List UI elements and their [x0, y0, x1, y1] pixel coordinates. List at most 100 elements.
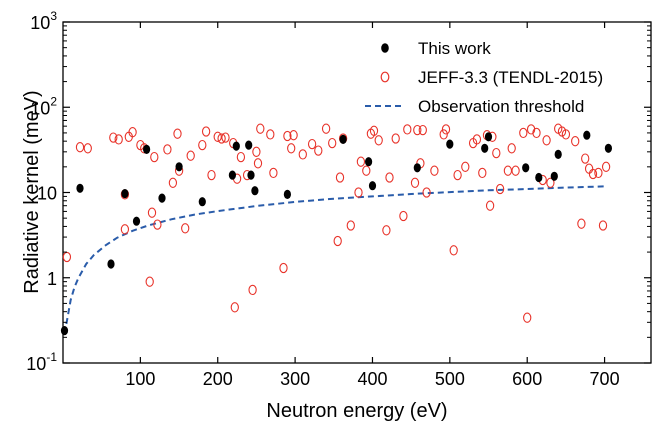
- y-tick-label-4: 103: [30, 9, 57, 33]
- y-tick-label-3: 102: [30, 94, 57, 118]
- jeff-point-37: [269, 167, 278, 179]
- jeff-point-75: [478, 167, 487, 179]
- jeff-point-34: [253, 158, 263, 169]
- jeff-point-14: [153, 219, 162, 230]
- jeff-point-65: [418, 124, 427, 136]
- jeff-point-70: [449, 245, 458, 256]
- jeff-point-87: [532, 127, 541, 139]
- jeff-point-33: [252, 146, 261, 157]
- jeff-point-2: [83, 143, 92, 154]
- jeff-point-43: [307, 138, 317, 150]
- jeff-point-38: [279, 262, 288, 274]
- jeff-point-97: [584, 163, 594, 174]
- jeff-point-100: [598, 220, 608, 231]
- jeff-point-40: [287, 143, 296, 154]
- this-work-point-8: [198, 197, 206, 207]
- jeff-point-81: [503, 165, 513, 176]
- jeff-point-86: [526, 124, 536, 135]
- jeff-point-61: [403, 124, 412, 135]
- jeff-point-52: [356, 156, 366, 167]
- jeff-point-95: [577, 218, 586, 229]
- jeff-point-41: [289, 130, 298, 141]
- this-work-point-13: [251, 186, 259, 196]
- jeff-point-71: [453, 169, 462, 181]
- jeff-point-42: [298, 149, 307, 160]
- jeff-point-98: [588, 168, 598, 180]
- jeff-point-80: [495, 183, 505, 195]
- jeff-point-51: [354, 187, 363, 198]
- jeff-point-99: [594, 167, 603, 179]
- jeff-point-90: [546, 177, 555, 188]
- this-work-point-10: [232, 141, 240, 151]
- this-work-point-17: [368, 181, 377, 191]
- jeff-point-0: [62, 251, 72, 263]
- this-work-point-6: [158, 193, 166, 203]
- threshold-line: [63, 185, 605, 334]
- legend-this-work-label: This work: [418, 39, 491, 58]
- jeff-point-25: [217, 133, 226, 144]
- jeff-point-26: [221, 132, 230, 143]
- jeff-point-6: [120, 224, 130, 235]
- x-tick-label-200: 200: [203, 369, 233, 389]
- jeff-point-1: [75, 142, 85, 153]
- legend-threshold-label: Observation threshold: [418, 97, 584, 116]
- jeff-point-36: [266, 129, 275, 140]
- jeff-point-66: [422, 187, 431, 198]
- this-work-point-0: [60, 326, 69, 336]
- jeff-point-94: [571, 136, 580, 147]
- jeff-point-48: [335, 172, 345, 183]
- jeff-point-44: [314, 145, 323, 156]
- this-work-point-26: [583, 130, 591, 140]
- jeff-point-20: [186, 150, 195, 161]
- jeff-point-39: [283, 130, 292, 142]
- x-tick-label-100: 100: [125, 369, 155, 389]
- jeff-point-68: [439, 129, 448, 140]
- jeff-point-47: [333, 235, 342, 247]
- jeff-point-3: [109, 132, 118, 143]
- this-work-point-3: [121, 189, 129, 199]
- jeff-point-21: [198, 139, 207, 151]
- this-work-point-24: [550, 171, 558, 181]
- y-axis-title: Radiative kernel (meV): [21, 90, 43, 293]
- x-tick-label-700: 700: [590, 369, 620, 389]
- jeff-point-84: [519, 127, 528, 139]
- jeff-point-8: [128, 127, 137, 138]
- jeff-point-58: [385, 172, 394, 183]
- this-work-point-16: [365, 157, 373, 167]
- jeff-point-83: [511, 165, 520, 176]
- y-tick-label-2: 10: [37, 184, 57, 204]
- this-work-point-14: [283, 189, 291, 199]
- jeff-point-63: [413, 124, 422, 136]
- jeff-point-53: [362, 165, 371, 176]
- jeff-point-22: [201, 126, 211, 137]
- this-work-point-5: [143, 144, 151, 154]
- this-work-point-22: [522, 163, 530, 173]
- this-work-point-1: [76, 183, 84, 193]
- jeff-point-15: [163, 144, 172, 155]
- this-work-point-2: [107, 259, 115, 269]
- this-work-point-15: [339, 134, 347, 144]
- jeff-point-89: [542, 135, 551, 146]
- jeff-point-62: [410, 177, 420, 188]
- this-work-point-20: [481, 143, 489, 153]
- this-work-point-4: [132, 216, 141, 226]
- this-work-point-18: [413, 163, 421, 173]
- jeff-point-72: [461, 161, 470, 172]
- legend-jeff-label: JEFF-3.3 (TENDL-2015): [418, 68, 603, 87]
- this-work-point-12: [247, 170, 255, 180]
- jeff-point-74: [472, 134, 482, 145]
- jeff-point-24: [213, 131, 222, 142]
- legend-jeff-marker: [380, 71, 390, 83]
- jeff-point-30: [236, 151, 246, 163]
- jeff-point-12: [147, 207, 157, 218]
- jeff-point-96: [581, 153, 590, 164]
- jeff-point-69: [441, 124, 451, 135]
- jeff-point-28: [230, 302, 239, 313]
- jeff-point-13: [150, 151, 159, 163]
- jeff-point-79: [492, 147, 501, 159]
- jeff-point-50: [346, 220, 355, 231]
- jeff-point-82: [507, 143, 516, 154]
- jeff-point-59: [391, 133, 400, 144]
- jeff-point-67: [430, 165, 439, 176]
